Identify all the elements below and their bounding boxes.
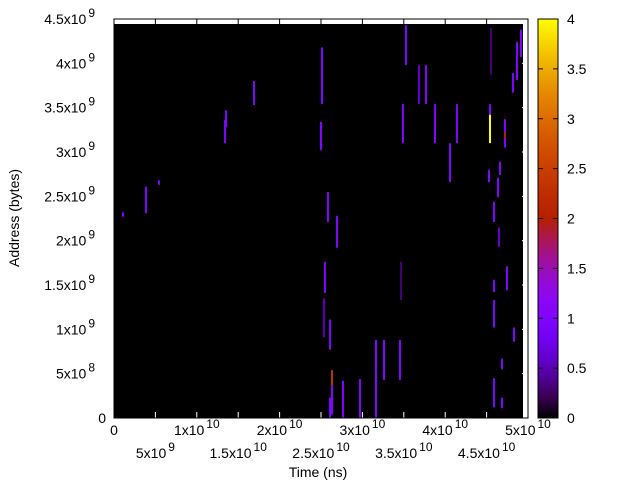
heatmap-cell: [515, 42, 518, 81]
heatmap-cell: [501, 397, 504, 409]
colorbar-tick-label: 2: [567, 211, 575, 227]
x-tick-label: 4x10 10: [422, 417, 468, 438]
y-tick-label: 2.5x10 9: [44, 183, 95, 204]
y-axis-ticks: 0 5x10 8 1x10 9 1.5x10 9 2x10 9 2.5x10 9 3x10 9 3.5x1…: [44, 6, 528, 426]
y-tick-label: 1.5x10 9: [44, 272, 95, 293]
heatmap-cell: [497, 177, 500, 198]
heatmap-cell: [488, 104, 491, 115]
heatmap-cell: [253, 81, 256, 106]
heatmap-cell: [505, 266, 508, 291]
colorbar-tick-label: 1: [567, 310, 575, 326]
heatmap-cell: [358, 378, 361, 418]
heatmap-cell: [374, 339, 377, 418]
y-tick-label: 0: [98, 410, 106, 426]
heatmap-cell: [144, 186, 147, 214]
heatmap-cell: [320, 139, 322, 151]
heatmap-cell: [501, 358, 504, 370]
colorbar-tick-label: 4: [567, 11, 575, 27]
heatmap-cell: [488, 169, 491, 183]
y-axis-label: Address (bytes): [6, 169, 22, 267]
colorbar-tick-label: 3.5: [567, 61, 587, 77]
y-tick-label: 2x10 9: [56, 228, 95, 249]
heatmap-cell: [335, 215, 338, 248]
x-tick-label: 5x10 9: [136, 440, 175, 461]
plot-frame: [113, 18, 529, 419]
heatmap-cell: [417, 65, 420, 105]
heatmap-cell: [449, 143, 452, 183]
x-tick-label: 3.5x10 10: [375, 440, 433, 461]
heatmap-cell: [519, 29, 522, 58]
heatmap-cell: [331, 370, 334, 386]
x-tick-label: 1.5x10 10: [209, 440, 267, 461]
x-tick-label: 4.5x10 10: [458, 440, 516, 461]
heatmap-cell: [434, 104, 437, 144]
x-tick-label: 0: [110, 422, 118, 438]
heatmap-cell: [455, 104, 458, 144]
heatmap-background: [114, 24, 523, 418]
heatmap-cell: [329, 397, 332, 418]
colorbar-tick-label: 3: [567, 111, 575, 127]
heatmap-cell: [398, 339, 401, 380]
heatmap-cell: [503, 132, 506, 138]
heatmap-cell: [404, 25, 407, 66]
heatmap-cell: [498, 227, 501, 247]
x-tick-label: 2x10 10: [257, 417, 303, 438]
heatmap-cell: [326, 191, 329, 223]
y-tick-label: 4x10 9: [56, 50, 95, 71]
heatmap-cell: [424, 65, 427, 105]
heatmap-cell: [399, 261, 402, 301]
heatmap-cell: [512, 73, 515, 93]
heatmap-cell: [225, 110, 228, 128]
heatmap-cell: [492, 279, 495, 293]
colorbar-ticks: 0 0.5 1 1.5 2 2.5 3 3.5 4: [538, 11, 587, 426]
heatmap-cell: [492, 300, 495, 328]
colorbar-tick-label: 2.5: [567, 161, 587, 177]
heatmap-cell: [320, 121, 322, 140]
heatmap-cell: [320, 47, 323, 105]
heatmap-cell: [157, 180, 160, 185]
heatmap-cell: [331, 385, 334, 415]
colorbar-tick-label: 0: [567, 410, 575, 426]
heatmap-cell: [499, 161, 502, 176]
y-tick-label: 5x10 8: [56, 361, 95, 382]
heatmap-cell: [383, 339, 386, 380]
heatmap-cell: [489, 27, 492, 75]
colorbar-tick-label: 0.5: [567, 360, 587, 376]
heatmap-cell: [329, 319, 332, 350]
y-tick-label: 1x10 9: [56, 316, 95, 337]
heatmap-cell: [323, 261, 326, 293]
heatmap-cell: [122, 212, 125, 217]
x-tick-label: 3x10 10: [340, 417, 386, 438]
heatmap-cell: [492, 378, 495, 408]
y-tick-label: 3x10 9: [56, 139, 95, 160]
heatmap-cell: [401, 104, 404, 144]
heatmap-cell: [488, 114, 491, 144]
x-axis-label: Time (ns): [289, 464, 348, 480]
heatmap-cell: [322, 298, 325, 338]
heatmap-cell: [513, 327, 516, 342]
x-tick-label: 1x10 10: [174, 417, 220, 438]
y-tick-label: 4.5x10 9: [44, 6, 95, 27]
y-tick-label: 3.5x10 9: [44, 95, 95, 116]
heatmap-cell: [342, 380, 345, 418]
heatmap-cell: [224, 120, 227, 144]
heatmap-cell: [492, 201, 495, 223]
heatmap-area: [114, 24, 523, 418]
x-tick-label: 2.5x10 10: [292, 440, 350, 461]
colorbar-tick-label: 1.5: [567, 260, 587, 276]
x-tick-label: 5x10 10: [505, 417, 551, 438]
